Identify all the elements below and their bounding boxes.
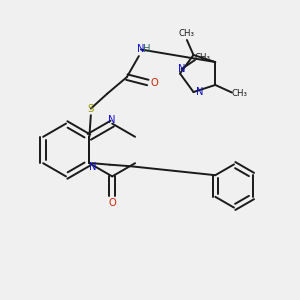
Text: N: N bbox=[89, 162, 97, 172]
Text: CH₃: CH₃ bbox=[179, 29, 195, 38]
Text: N: N bbox=[136, 44, 144, 55]
Text: H: H bbox=[143, 44, 151, 55]
Text: CH₃: CH₃ bbox=[231, 89, 247, 98]
Text: N: N bbox=[109, 115, 116, 125]
Text: S: S bbox=[88, 103, 94, 114]
Text: CH₃: CH₃ bbox=[194, 53, 211, 62]
Text: O: O bbox=[108, 197, 116, 208]
Text: O: O bbox=[151, 77, 158, 88]
Text: N: N bbox=[178, 64, 185, 74]
Text: N: N bbox=[196, 87, 204, 97]
